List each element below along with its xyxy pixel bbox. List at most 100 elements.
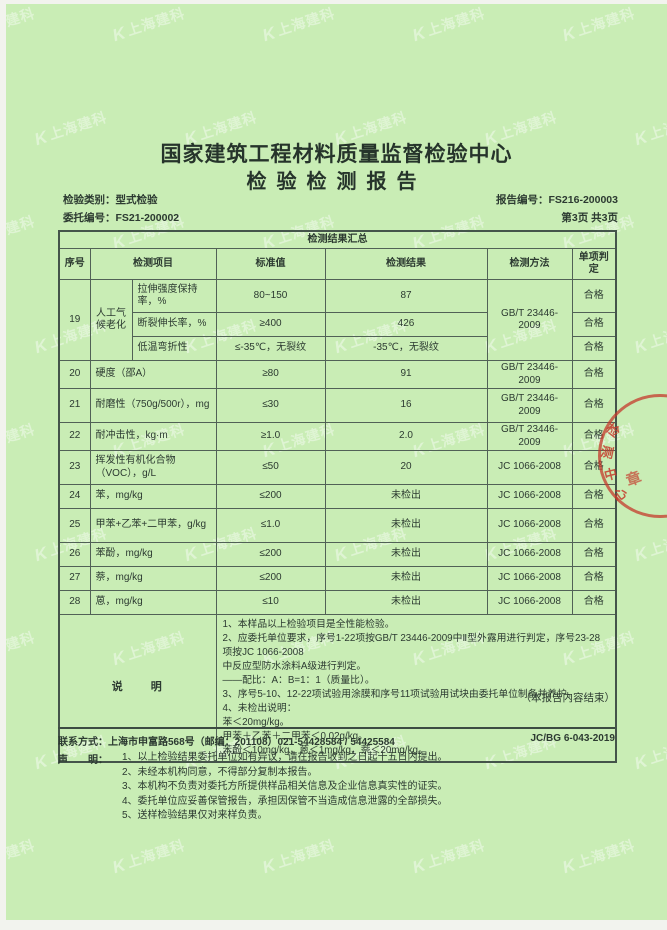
cell-no: 19 <box>58 279 91 361</box>
table-title: 检测结果汇总 <box>58 230 617 249</box>
cell-method: JC 1066-2008 <box>486 508 573 543</box>
table-row: 19 人工气候老化 拉伸强度保持率，% 80~150 87 GB/T 23446… <box>58 279 617 361</box>
cell-no: 24 <box>58 484 91 509</box>
watermark-text: 上海建科 <box>424 4 487 39</box>
watermark-text: 上海建科 <box>574 4 637 39</box>
note-line: ——配比：A：B=1：1（质量比）。 <box>222 675 375 686</box>
cell-method: JC 1066-2008 <box>486 484 573 509</box>
table-row: 24 苯，mg/kg ≤200 未检出 JC 1066-2008 合格 <box>58 484 617 509</box>
cell-standard: ≥1.0 <box>215 422 326 451</box>
cell-result: 未检出 <box>324 508 488 543</box>
table-header-row: 序号 检测项目 标准值 检测结果 检测方法 单项判定 <box>58 248 617 280</box>
cell-no: 27 <box>58 566 91 591</box>
doc-code: JC/BG 6-043-2019 <box>530 733 616 744</box>
jianke-k-icon: K <box>259 854 278 877</box>
cell-item: 断裂伸长率，% <box>131 312 217 337</box>
cell-method: GB/T 23446-2009 <box>486 360 573 389</box>
cell-group: 人工气候老化 <box>89 279 133 361</box>
cell-no: 21 <box>58 388 91 423</box>
watermark-text: 上海建科 <box>574 836 637 871</box>
cell-result: 未检出 <box>324 566 488 591</box>
report-no-value: FS216-200003 <box>548 194 618 206</box>
note-line: 苯＜20mg/kg。 <box>222 717 290 728</box>
category-field: 检验类别：型式检验 <box>63 192 158 207</box>
cell-item: 拉伸强度保持率，% <box>131 279 217 313</box>
jianke-k-icon: K <box>631 750 650 773</box>
cell-judge: 合格 <box>571 388 617 423</box>
col-standard: 标准值 <box>215 248 326 280</box>
note-line: 3、序号5-10、12-22项试验用涂膜和序号11项试验用试块由委托单位制备并养… <box>222 689 577 700</box>
meta-row-2: 委托编号：FS21-200002 第3页 共3页 <box>63 210 618 224</box>
jianke-k-icon: K <box>559 854 578 877</box>
cell-item: 耐冲击性，kg·m <box>89 422 217 451</box>
col-judge: 单项判定 <box>571 248 617 280</box>
watermark-text: 上海建科 <box>6 836 37 871</box>
cell-standard: ≤200 <box>215 484 326 509</box>
table-title-row: 检测结果汇总 <box>58 230 617 249</box>
cell-standard: ≤-35℃，无裂纹 <box>215 336 326 361</box>
cell-item: 挥发性有机化合物（VOC），g/L <box>89 450 217 485</box>
watermark-text: 上海建科 <box>6 212 37 247</box>
cell-method: GB/T 23446-2009 <box>486 388 573 423</box>
note-line: 4、未检出说明： <box>222 703 297 714</box>
col-result: 检测结果 <box>324 248 488 280</box>
table-row: 27 萘，mg/kg ≤200 未检出 JC 1066-2008 合格 <box>58 566 617 591</box>
entrust-no-label: 委托编号： <box>63 212 116 224</box>
cell-standard: ≤50 <box>215 450 326 485</box>
cell-result: 未检出 <box>324 590 488 615</box>
cell-item: 苯，mg/kg <box>89 484 217 509</box>
cell-item: 萘，mg/kg <box>89 566 217 591</box>
report-no-label: 报告编号： <box>496 194 549 206</box>
cell-judge: 合格 <box>571 508 617 543</box>
watermark-text: 上海建科 <box>124 836 187 871</box>
table-row: 20 硬度（邵A） ≥80 91 GB/T 23446-2009 合格 <box>58 360 617 389</box>
statement-line: 2、未经本机构同意，不得部分复制本报告。 <box>122 766 318 778</box>
cell-judge: 合格 <box>571 484 617 509</box>
report-page: K上海建科K上海建科K上海建科K上海建科K上海建科K上海建科K上海建科K上海建科… <box>6 4 667 920</box>
cell-judge: 合格 <box>571 312 617 337</box>
category-value: 型式检验 <box>115 194 158 206</box>
table-row: 23 挥发性有机化合物（VOC），g/L ≤50 20 JC 1066-2008… <box>58 450 617 485</box>
watermark-text: 上海建科 <box>6 4 37 39</box>
footer-divider <box>58 727 615 729</box>
cell-method: GB/T 23446-2009 <box>486 422 573 451</box>
cell-method: JC 1066-2008 <box>486 542 573 567</box>
cell-standard: ≥400 <box>215 312 326 337</box>
cell-judge: 合格 <box>571 279 617 313</box>
notes-row: 说 明 1、本样品以上检验项目是全性能检验。 2、应委托单位要求，序号1-22项… <box>58 614 617 763</box>
contact-label: 联系方式： <box>58 737 108 748</box>
watermark-text: 上海建科 <box>424 836 487 871</box>
jianke-k-icon: K <box>631 334 650 357</box>
statement-line: 4、委托单位应妥善保管报告，承担因保管不当造成信息泄露的全部损失。 <box>122 795 448 807</box>
note-line: 1、本样品以上检验项目是全性能检验。 <box>222 619 395 630</box>
cell-item: 低温弯折性 <box>131 336 217 361</box>
cell-no: 28 <box>58 590 91 615</box>
col-item: 检测项目 <box>89 248 217 280</box>
col-no: 序号 <box>58 248 91 280</box>
note-line: 中反应型防水涂料A级进行判定。 <box>222 661 367 672</box>
jianke-k-icon: K <box>559 22 578 45</box>
watermark-text: 上海建科 <box>6 628 37 663</box>
meta-row-1: 检验类别：型式检验 报告编号：FS216-200003 <box>63 192 618 206</box>
cell-standard: ≤200 <box>215 542 326 567</box>
cell-result: 91 <box>324 360 488 389</box>
cell-result: 87 <box>324 279 488 313</box>
statement-items: 1、以上检验结果委托单位如有异议，请在报告收到之日起十五日内提出。 2、未经本机… <box>122 751 448 824</box>
entrust-no-value: FS21-200002 <box>115 212 180 224</box>
cell-judge: 合格 <box>571 590 617 615</box>
cell-no: 23 <box>58 450 91 485</box>
cell-result: 426 <box>324 312 488 337</box>
jianke-k-icon: K <box>31 542 50 565</box>
note-line: 甲苯＋乙苯＋二甲苯＜0.02g/kg。 <box>222 731 368 742</box>
cell-standard: ≤200 <box>215 566 326 591</box>
table-row: 25 甲苯+乙苯+二甲苯，g/kg ≤1.0 未检出 JC 1066-2008 … <box>58 508 617 543</box>
cell-result: -35℃，无裂纹 <box>324 336 488 361</box>
report-title: 检验检测报告 <box>246 171 427 193</box>
cell-item: 耐磨性（750g/500r），mg <box>89 388 217 423</box>
